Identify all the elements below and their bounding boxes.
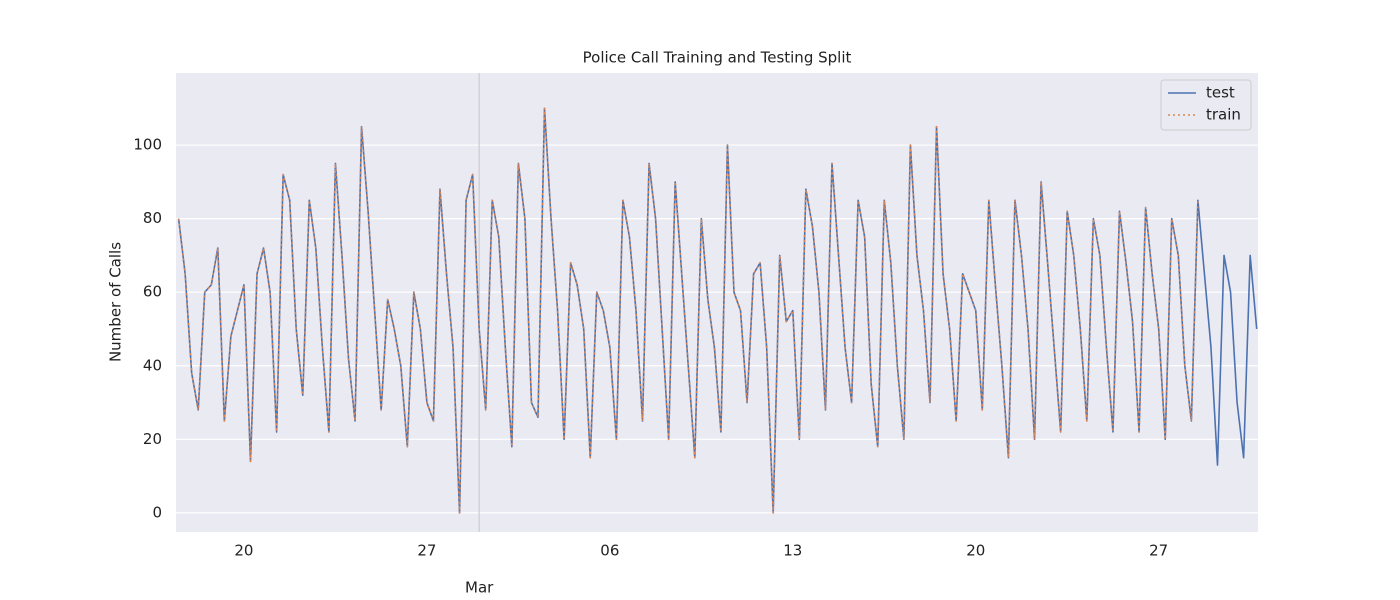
x-tick-label: 06 [600, 542, 619, 560]
y-tick-label: 100 [133, 136, 162, 154]
x-tick-label: 27 [1149, 542, 1168, 560]
y-tick-label: 80 [143, 209, 162, 227]
x-tick-label: 20 [234, 542, 253, 560]
x-tick-label: 13 [783, 542, 802, 560]
plot-area [176, 73, 1258, 532]
lines [177, 107, 1258, 514]
x-tick-label: Mar [465, 579, 494, 597]
y-tick-label: 60 [143, 283, 162, 301]
series-line [177, 107, 1199, 514]
legend-label: test [1206, 84, 1235, 102]
legend-label: train [1206, 106, 1241, 124]
y-tick-label: 20 [143, 430, 162, 448]
y-axis-label: Number of Calls [107, 242, 125, 362]
y-tick-label: 40 [143, 356, 162, 374]
x-tick-label: 20 [966, 542, 985, 560]
x-tick-label: 27 [417, 542, 436, 560]
chart-title: Police Call Training and Testing Split [583, 49, 852, 67]
legend: test train [1160, 79, 1252, 131]
y-tick-label: 0 [152, 503, 162, 521]
